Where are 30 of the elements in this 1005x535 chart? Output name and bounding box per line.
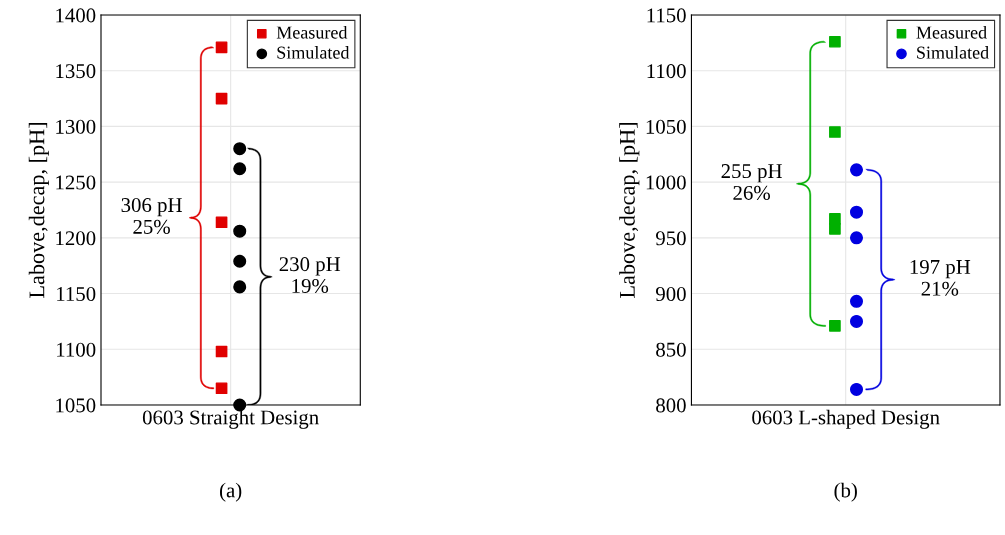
legend-label: Simulated <box>917 46 989 59</box>
y-tick-label: 900 <box>656 286 686 301</box>
y-tick-label: 1200 <box>56 231 96 246</box>
y-tick-label: 800 <box>656 398 686 413</box>
x-tick-label: 0603 Straight Design <box>142 409 319 429</box>
legend-label: Simulated <box>277 46 350 59</box>
y-tick-label: 1000 <box>646 175 686 190</box>
y-tick-label: 1100 <box>647 64 686 79</box>
y-tick-label: 850 <box>656 342 686 357</box>
text: (a) <box>220 482 242 502</box>
annotation: 306 pH 25% <box>121 198 182 234</box>
annotation: 197 pH 21% <box>910 259 971 296</box>
y-tick-label: 1350 <box>56 64 96 79</box>
y-tick-label: 1300 <box>56 119 96 134</box>
y-tick-label: 950 <box>656 231 686 246</box>
legend-label: Measured <box>276 25 348 39</box>
y-tick-label: 1050 <box>646 119 686 134</box>
y-tick-label: 1100 <box>57 342 96 357</box>
y-tick-label: 1250 <box>56 175 96 190</box>
y-tick-label: 1150 <box>647 8 686 23</box>
text: (b) <box>834 482 857 502</box>
y-tick-label: 1050 <box>56 398 96 413</box>
y-tick-label: 1150 <box>57 286 96 301</box>
legend-label: Measured <box>916 25 987 39</box>
annotation: 230 pH 19% <box>279 257 341 294</box>
annotation: 255 pH 26% <box>721 164 782 200</box>
y-axis-title: Labove,decap, [pH] <box>28 123 49 298</box>
x-tick-label: 0603 L-shaped Design <box>752 409 940 429</box>
y-axis-title: Labove,decap, [pH] <box>619 123 640 298</box>
y-tick-label: 1400 <box>56 8 96 23</box>
